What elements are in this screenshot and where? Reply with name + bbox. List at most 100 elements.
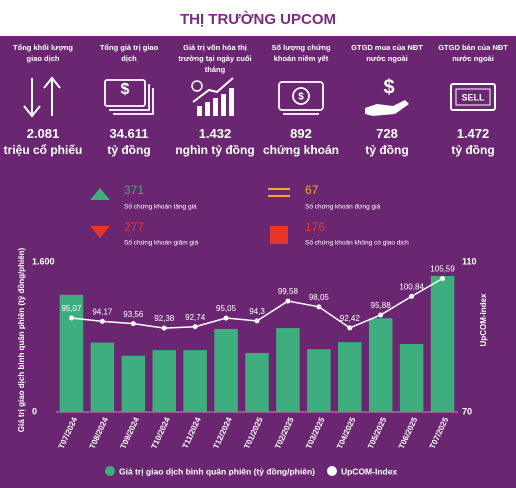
icon: $: [278, 81, 324, 115]
value-label: 95,05: [216, 304, 237, 313]
stat-value: 1.432: [198, 126, 232, 141]
legend-marker: [326, 466, 337, 476]
y-axis-title: Giá trị giao dịch bình quân phiên (tỷ đồ…: [17, 247, 26, 432]
stat-label: Tổng giá trị giao dịch: [99, 43, 159, 63]
stat: Tổng khối lượng giao dịch 2.081 triệu cổ…: [0, 42, 86, 157]
y2-tick-label: 110: [462, 256, 477, 266]
breadth-value: 277: [124, 220, 144, 234]
value-label: 92,74: [185, 313, 206, 322]
y-tick-label: 1.600: [32, 256, 55, 266]
breadth-value: 67: [305, 183, 319, 197]
icon: $: [104, 79, 154, 115]
x-tick-label: T12/2024: [211, 415, 234, 450]
breadth-label: Số chứng khoán đứng giá: [305, 202, 381, 211]
stat-unit: triệu cổ phiếu: [3, 143, 83, 157]
stat-value: 1.472: [456, 126, 490, 141]
x-tick-label: T07/2025: [428, 415, 451, 450]
stat-label: Giá trị vốn hóa thị trường tại ngày cuối…: [178, 43, 252, 74]
icon: [191, 77, 234, 116]
point: [130, 321, 136, 327]
svg-text:$: $: [383, 76, 394, 98]
value-label: 94,3: [249, 307, 265, 316]
x-tick-label: T10/2024: [150, 415, 173, 450]
point: [378, 312, 384, 318]
stat-label: Tổng khối lượng giao dịch: [13, 43, 73, 63]
point: [316, 304, 322, 310]
value-label: 92,38: [154, 314, 175, 323]
point: [409, 293, 415, 299]
up-icon: [90, 188, 110, 200]
y2-tick-label: 70: [462, 406, 472, 416]
stat: Tổng giá trị giao dịch $ 34.611 tỷ đồng: [86, 42, 172, 157]
x-tick-label: T07/2024: [57, 415, 80, 450]
y-tick-label: 0: [32, 406, 37, 416]
point: [223, 315, 229, 321]
bar: [368, 318, 393, 412]
value-label: 95,88: [371, 301, 392, 310]
point: [285, 298, 291, 304]
svg-text:$: $: [298, 92, 304, 103]
value-label: 99,58: [278, 287, 299, 296]
breadth-label: Số chứng khoán không có giao dịch: [305, 238, 409, 247]
point: [99, 318, 105, 324]
x-tick-label: T02/2025: [273, 415, 296, 450]
point: [254, 318, 260, 324]
stat: GTGD bán của NĐT nước ngoài SELL 1.472 t…: [430, 42, 516, 157]
bar: [214, 329, 238, 412]
bar: [90, 342, 115, 412]
x-tick-label: T04/2025: [335, 415, 358, 450]
stat-unit: tỷ đồng: [107, 143, 151, 157]
y2-axis-title: UpCOM-Index: [479, 293, 488, 346]
bar: [245, 352, 269, 412]
bar: [276, 328, 300, 412]
bar: [399, 344, 424, 412]
value-label: 105,59: [430, 265, 455, 274]
down-icon: [90, 226, 110, 238]
value-label: 98,05: [309, 293, 330, 302]
bar: [59, 294, 84, 412]
x-tick-label: T05/2025: [366, 415, 389, 450]
breadth-label: Số chứng khoán giảm giá: [124, 238, 198, 247]
point: [192, 324, 198, 330]
none-icon: [270, 226, 288, 244]
x-tick-label: T09/2024: [119, 415, 142, 450]
stat: GTGD mua của NĐT nước ngoài $ 728 tỷ đồn…: [344, 42, 430, 157]
icon: $: [365, 76, 409, 116]
breadth-label: Số chứng khoán tăng giá: [124, 202, 197, 211]
stat-unit: chứng khoán: [262, 143, 340, 157]
x-tick-label: T08/2024: [88, 415, 111, 450]
stat-value: 2.081: [26, 126, 60, 141]
legend-marker: [105, 466, 115, 476]
icon: SELL: [450, 83, 496, 111]
bar: [430, 276, 455, 412]
stat-value: 34.611: [109, 126, 149, 141]
value-label: 100,84: [399, 282, 424, 291]
point: [68, 315, 74, 321]
stat-unit: tỷ đồng: [451, 143, 495, 157]
legend-label: Giá trị giao dịch bình quân phiên (tỷ đồ…: [119, 466, 315, 476]
icon: [23, 76, 61, 118]
flat-icon: [268, 188, 290, 197]
x-tick-label: T03/2025: [304, 415, 327, 450]
bar: [183, 350, 207, 412]
stat: Giá trị vốn hóa thị trường tại ngày cuối…: [172, 42, 258, 157]
stat: Số lượng chứng khoán niêm yết $ 892 chứn…: [258, 42, 344, 157]
stat-value: 892: [290, 126, 312, 141]
point: [347, 325, 353, 331]
point: [440, 276, 446, 282]
breadth-value: 176: [305, 220, 325, 234]
stat-value: 728: [376, 126, 398, 141]
header: THỊ TRƯỜNG UPCOM: [0, 0, 516, 36]
svg-text:$: $: [121, 81, 130, 98]
bar: [338, 342, 362, 412]
bar: [121, 355, 146, 412]
breadth-value: 371: [124, 183, 144, 197]
stat-label: GTGD mua của NĐT nước ngoài: [351, 43, 423, 63]
stat-label: Số lượng chứng khoán niêm yết: [271, 43, 331, 63]
stat-unit: nghìn tỷ đồng: [175, 143, 255, 157]
svg-text:SELL: SELL: [461, 92, 485, 102]
stat-label: GTGD bán của NĐT nước ngoài: [438, 43, 508, 63]
value-label: 92,42: [340, 314, 361, 323]
